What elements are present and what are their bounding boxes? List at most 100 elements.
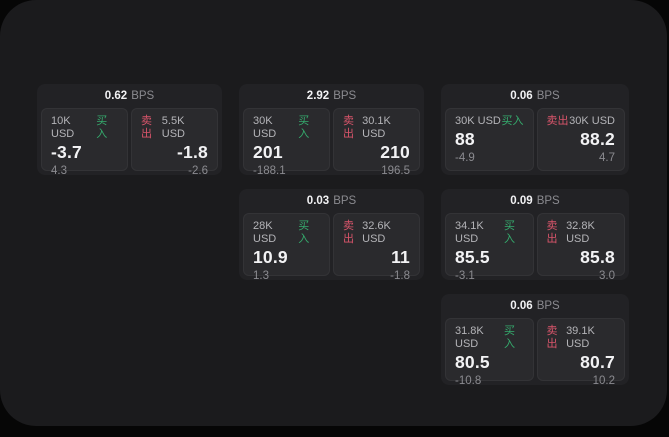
sell-side-label: 卖出: [141, 115, 152, 140]
sell-volume: 32.6K USD: [362, 220, 391, 245]
sell-volume: 39.1K USD: [566, 325, 595, 350]
card-header: 0.06 BPS: [441, 84, 629, 108]
sell-volume: 32.8K USD: [566, 220, 595, 245]
sell-change: 196.5: [381, 165, 410, 177]
sell-panel-top: 卖出 39.1K USD: [547, 325, 616, 351]
bps-value: 0.06: [510, 90, 533, 102]
buy-panel-top: 34.1K USD 买入: [455, 220, 524, 246]
sell-panel-top: 卖出 30.1K USD: [343, 115, 410, 141]
sell-change: -1.8: [390, 270, 410, 282]
buy-price: 88: [455, 129, 475, 149]
buy-side-label: 买入: [503, 325, 515, 350]
card-header: 0.03 BPS: [239, 189, 424, 213]
sell-change: 4.7: [599, 152, 615, 164]
bps-value: 0.62: [104, 90, 128, 102]
sell-panel-top: 卖出 32.6K USD: [343, 220, 410, 246]
quote-card-2: 2.92 BPS 30K USD 买入 201 -188.1 卖出 30.1K U…: [239, 84, 424, 177]
bps-value: 0.03: [306, 195, 330, 207]
sell-price: -1.8: [177, 142, 208, 162]
sell-change: -2.6: [188, 165, 208, 177]
sell-side-label: 卖出: [343, 220, 354, 245]
buy-side-label: 买入: [298, 220, 310, 245]
sell-price: 210: [380, 142, 410, 162]
buy-side-label: 买入: [503, 220, 515, 245]
price-panels: 34.1K USD 买入 85.5 -3.1 卖出 32.8K USD 85.8…: [441, 213, 629, 282]
card-header: 0.09 BPS: [441, 189, 629, 213]
buy-change: 4.3: [51, 165, 67, 177]
price-panels: 30K USD 买入 88 -4.9 卖出 30K USD 88.2 4.7: [441, 108, 629, 175]
buy-price: 80.5: [455, 352, 490, 372]
buy-volume: 30K USD: [253, 115, 277, 140]
buy-volume: 10K USD: [51, 115, 75, 140]
buy-panel[interactable]: 30K USD 买入 88 -4.9: [445, 108, 534, 171]
sell-volume: 5.5K USD: [161, 115, 186, 140]
buy-panel[interactable]: 28K USD 买入 10.9 1.3: [243, 213, 330, 282]
bps-unit-label: BPS: [131, 90, 155, 102]
sell-panel-top: 卖出 5.5K USD: [141, 115, 208, 141]
card-header: 0.06 BPS: [441, 294, 629, 318]
sell-price: 85.8: [580, 247, 615, 267]
buy-change: -3.1: [455, 270, 475, 282]
bps-unit-label: BPS: [536, 195, 560, 207]
buy-volume: 31.8K USD: [455, 325, 484, 350]
buy-side-label: 买入: [96, 115, 108, 140]
bps-unit-label: BPS: [536, 90, 560, 102]
buy-panel[interactable]: 10K USD 买入 -3.7 4.3: [41, 108, 128, 177]
buy-volume: 34.1K USD: [455, 220, 484, 245]
buy-change: -4.9: [455, 152, 475, 164]
buy-panel[interactable]: 30K USD 买入 201 -188.1: [243, 108, 330, 177]
buy-panel[interactable]: 31.8K USD 买入 80.5 -10.8: [445, 318, 534, 387]
sell-panel[interactable]: 卖出 39.1K USD 80.7 10.2: [536, 318, 625, 387]
price-panels: 30K USD 买入 201 -188.1 卖出 30.1K USD 210 1…: [239, 108, 424, 177]
buy-change: 1.3: [253, 270, 269, 282]
buy-price: -3.7: [51, 142, 82, 162]
buy-change: -188.1: [253, 165, 286, 177]
buy-panel-top: 30K USD 买入: [253, 115, 320, 141]
sell-price: 80.7: [580, 352, 615, 372]
price-panels: 10K USD 买入 -3.7 4.3 卖出 5.5K USD -1.8 -2.…: [37, 108, 222, 177]
quote-card-5: 0.09 BPS 34.1K USD 买入 85.5 -3.1 卖出 32.8K …: [441, 189, 629, 282]
sell-side-label: 卖出: [546, 220, 558, 245]
sell-panel[interactable]: 卖出 30.1K USD 210 196.5: [333, 108, 420, 177]
sell-side-label: 卖出: [343, 115, 354, 140]
buy-volume: 28K USD: [253, 220, 277, 245]
sell-side-label: 卖出: [546, 115, 569, 127]
sell-side-label: 卖出: [546, 325, 558, 350]
sell-price: 11: [391, 247, 410, 267]
quote-card-3: 0.06 BPS 30K USD 买入 88 -4.9 卖出 30K USD 88…: [441, 84, 629, 175]
buy-side-label: 买入: [298, 115, 310, 140]
card-header: 0.62 BPS: [37, 84, 222, 108]
app-surface: 0.62 BPS 10K USD 买入 -3.7 4.3 卖出 5.5K USD …: [0, 0, 667, 426]
card-header: 2.92 BPS: [239, 84, 424, 108]
sell-panel[interactable]: 卖出 30K USD 88.2 4.7: [536, 108, 625, 171]
price-panels: 28K USD 买入 10.9 1.3 卖出 32.6K USD 11 -1.8: [239, 213, 424, 282]
buy-panel-top: 31.8K USD 买入: [455, 325, 524, 351]
sell-panel[interactable]: 卖出 5.5K USD -1.8 -2.6: [131, 108, 218, 177]
sell-panel-top: 卖出 32.8K USD: [547, 220, 616, 246]
bps-value: 0.06: [510, 300, 533, 312]
buy-panel[interactable]: 34.1K USD 买入 85.5 -3.1: [445, 213, 534, 282]
buy-price: 201: [253, 142, 283, 162]
sell-panel-top: 卖出 30K USD: [547, 115, 616, 128]
sell-change: 3.0: [599, 270, 615, 282]
buy-panel-top: 28K USD 买入: [253, 220, 320, 246]
bps-value: 0.09: [510, 195, 533, 207]
quote-card-1: 0.62 BPS 10K USD 买入 -3.7 4.3 卖出 5.5K USD …: [37, 84, 222, 177]
bps-value: 2.92: [306, 90, 330, 102]
sell-change: 10.2: [592, 375, 615, 387]
sell-panel[interactable]: 卖出 32.6K USD 11 -1.8: [333, 213, 420, 282]
bps-unit-label: BPS: [333, 195, 357, 207]
price-panels: 31.8K USD 买入 80.5 -10.8 卖出 39.1K USD 80.…: [441, 318, 629, 387]
sell-volume: 30K USD: [569, 115, 615, 127]
buy-volume: 30K USD: [455, 115, 501, 127]
buy-price: 85.5: [455, 247, 490, 267]
sell-price: 88.2: [580, 129, 615, 149]
bps-unit-label: BPS: [536, 300, 560, 312]
buy-panel-top: 10K USD 买入: [51, 115, 118, 141]
sell-panel[interactable]: 卖出 32.8K USD 85.8 3.0: [536, 213, 625, 282]
quote-card-4: 0.03 BPS 28K USD 买入 10.9 1.3 卖出 32.6K USD…: [239, 189, 424, 282]
quote-card-6: 0.06 BPS 31.8K USD 买入 80.5 -10.8 卖出 39.1K…: [441, 294, 629, 387]
sell-volume: 30.1K USD: [362, 115, 391, 140]
buy-price: 10.9: [253, 247, 288, 267]
buy-panel-top: 30K USD 买入: [455, 115, 524, 128]
